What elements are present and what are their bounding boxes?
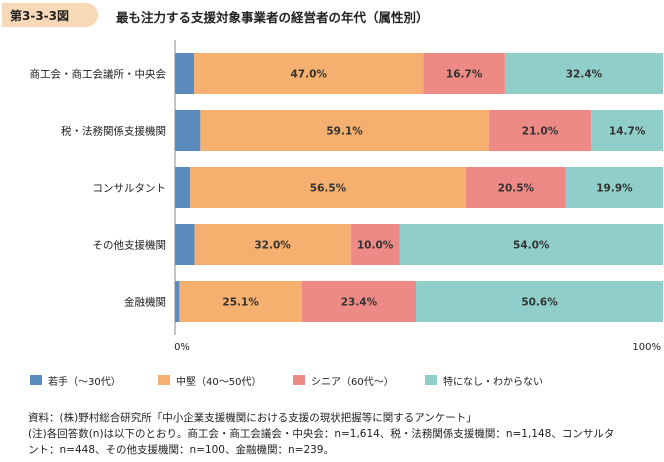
bar-segment [175,167,191,208]
sample-size-note: (注)各回答数(n)は以下のとおり。商工会・商工会議会・中央会：n=1,614、… [28,428,615,440]
x-tick-label: 0% [174,342,190,353]
source-note: 資料：(株)野村総合研究所「中小企業支援機関における支援の現状把握等に関するアン… [28,412,477,424]
data-label: 25.1% [222,297,259,309]
legend-swatch [158,375,170,385]
bar-segment [399,224,663,265]
bar-segment [350,224,400,265]
legend-swatch [30,375,42,385]
x-tick-label: 100% [632,342,661,353]
data-label: 32.0% [254,240,291,252]
legend-label: 特になし・わからない [443,377,543,388]
bar-segment [179,281,302,322]
figure-title: 最も注力する支援対象事業者の経営者の年代（属性別） [116,10,429,25]
bar-segment [416,281,663,322]
data-label: 21.0% [522,126,559,138]
bar-segment [194,224,351,265]
data-label: 47.0% [290,69,327,81]
bar-segment [504,53,663,94]
bar-segment [175,224,195,265]
bar-segment [175,281,180,322]
category-label: その他支援機関 [93,239,167,252]
category-label: コンサルタント [93,183,167,195]
bar-segment [175,53,195,94]
data-label: 54.0% [513,240,550,252]
bar-segment [194,53,424,94]
bar-segment [465,167,566,208]
legend-swatch [425,375,437,385]
bar-segment [301,281,417,322]
sample-size-note-cont: ント：n=448、その他支援機関：n=100、金融機関：n=239。 [28,444,334,456]
legend-label: シニア（60代〜） [311,377,394,388]
legend-label: 中堅（40〜50代） [176,377,262,388]
data-label: 32.4% [566,69,603,81]
figure-label: 第3-3-3図 [10,9,70,23]
data-label: 16.7% [446,69,483,81]
bar-segment [423,53,505,94]
bar-segment [565,167,663,208]
data-label: 20.5% [498,183,535,195]
data-label: 50.6% [521,297,558,309]
data-label: 14.7% [609,126,646,138]
data-label: 59.1% [326,126,363,138]
figure-footer: 資料：(株)野村総合研究所「中小企業支援機関における支援の現状把握等に関するアン… [28,410,658,458]
bar-segment [591,110,663,151]
category-label: 金融機関 [124,296,166,309]
bar-segment [488,110,592,151]
category-label: 商工会・商工会議所・中央会 [30,68,167,81]
data-label: 10.0% [357,240,394,252]
data-label: 56.5% [310,183,347,195]
data-label: 23.4% [341,297,378,309]
figure-header: 第3-3-3図 最も注力する支援対象事業者の経営者の年代（属性別） [0,0,664,30]
figure-badge [2,3,98,27]
category-label: 税・法務関係支援機関 [61,125,166,138]
chart-legend: 若手（〜30代） 中堅（40〜50代） シニア（60代〜） 特になし・わからない [0,373,664,389]
legend-label: 若手（〜30代） [48,377,121,388]
legend-swatch [293,375,305,385]
data-label: 19.9% [596,183,633,195]
bar-segment [175,110,201,151]
bar-segment [200,110,489,151]
stacked-bar-chart: 商工会・商工会議所・中央会 47.0% 16.7% 32.4% 税・法務関係支援機関 59… [30,40,663,353]
bar-segment [190,167,466,208]
